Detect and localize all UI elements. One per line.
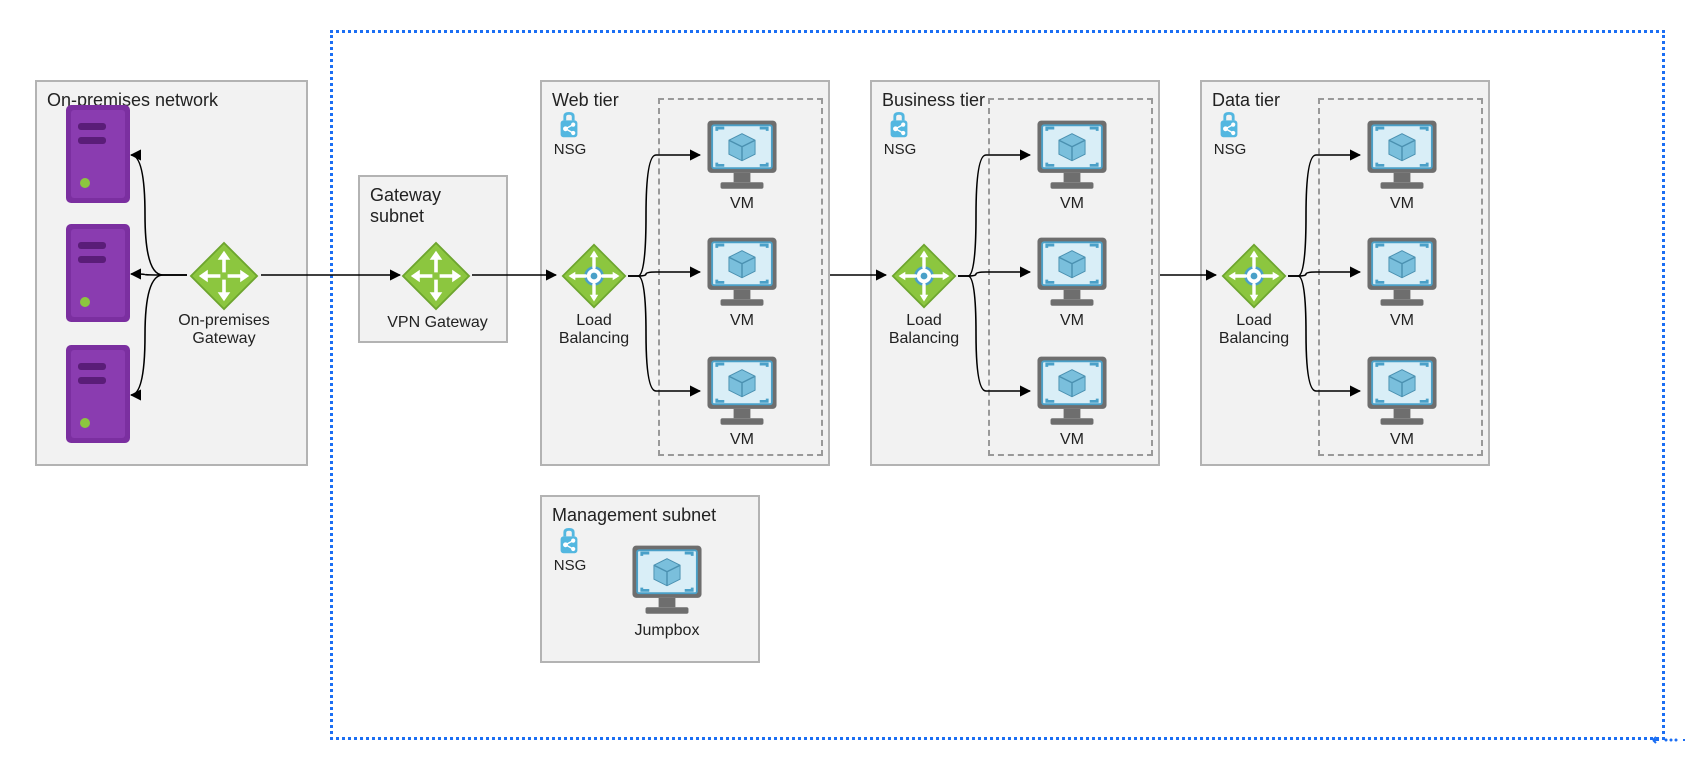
nsg-icon-1 [555, 112, 583, 140]
vm-label-web-1: VM [700, 195, 784, 213]
lb-label-data: LoadBalancing [1212, 312, 1296, 348]
nsg-label-1: NSG [550, 141, 590, 158]
nsg-label-3: NSG [1210, 141, 1250, 158]
onprem-server-2-icon [62, 224, 134, 324]
vm-biz-2-icon [1030, 232, 1114, 316]
vm-label-web-3: VM [700, 431, 784, 449]
nsg-label-4: NSG [550, 557, 590, 574]
vm-biz-1-icon [1030, 115, 1114, 199]
nsg-icon-3 [1215, 112, 1243, 140]
vm-biz-3-icon [1030, 351, 1114, 435]
jumpbox-label: Jumpbox [625, 622, 709, 640]
box-title-gateway: Gateway subnet [370, 185, 496, 227]
load-balancer-biz-icon [890, 242, 958, 310]
vpn-gateway-label: VPN Gateway [385, 314, 490, 332]
load-balancer-data-icon [1220, 242, 1288, 310]
vm-web-2-icon [700, 232, 784, 316]
load-balancer-web-icon [560, 242, 628, 310]
vm-label-data-1: VM [1360, 195, 1444, 213]
vm-label-web-2: VM [700, 312, 784, 330]
onprem-server-1-icon [62, 105, 134, 205]
jumpbox-vm-icon [625, 540, 709, 624]
nsg-icon-2 [885, 112, 913, 140]
lb-label-biz: LoadBalancing [882, 312, 966, 348]
vm-data-1-icon [1360, 115, 1444, 199]
vm-data-3-icon [1360, 351, 1444, 435]
vm-data-2-icon [1360, 232, 1444, 316]
vpn-gateway-icon [400, 240, 472, 312]
vm-label-data-2: VM [1360, 312, 1444, 330]
nsg-icon-4 [555, 528, 583, 556]
vm-label-data-3: VM [1360, 431, 1444, 449]
onprem-gateway-icon [188, 240, 260, 312]
box-title-mgmt: Management subnet [552, 505, 748, 526]
onprem-gateway-label: On-premisesGateway [168, 312, 280, 348]
vm-label-biz-1: VM [1030, 195, 1114, 213]
onprem-server-3-icon [62, 345, 134, 445]
lb-label-web: LoadBalancing [552, 312, 636, 348]
resize-corner-icon [1651, 730, 1685, 750]
nsg-label-2: NSG [880, 141, 920, 158]
vm-web-1-icon [700, 115, 784, 199]
vm-label-biz-2: VM [1030, 312, 1114, 330]
vm-web-3-icon [700, 351, 784, 435]
vm-label-biz-3: VM [1030, 431, 1114, 449]
